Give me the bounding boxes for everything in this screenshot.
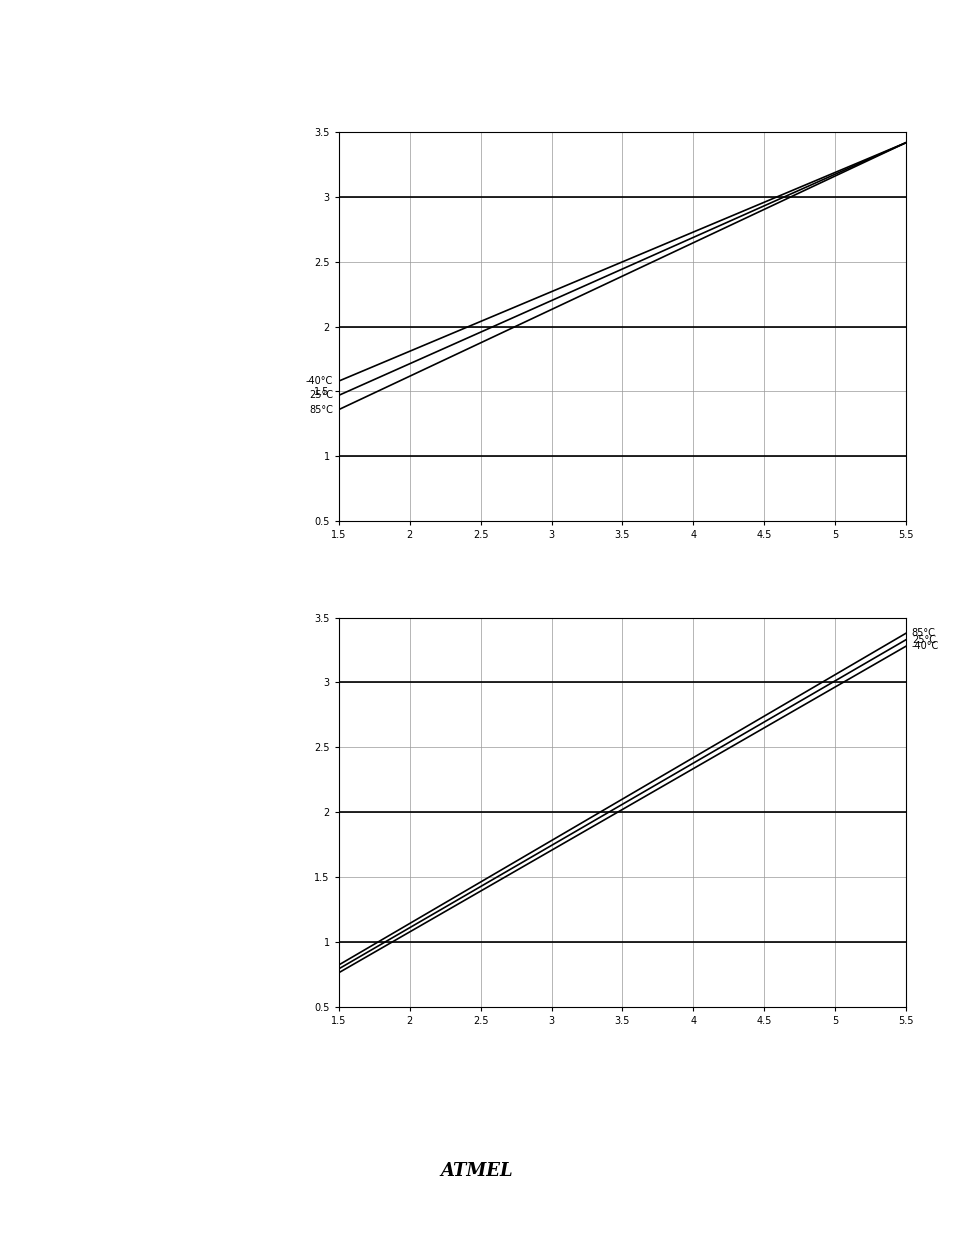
Text: 85°C: 85°C	[911, 629, 935, 638]
Text: 85°C: 85°C	[309, 405, 333, 415]
Text: -40°C: -40°C	[911, 641, 938, 651]
Text: 25°C: 25°C	[911, 635, 935, 645]
Text: 25°C: 25°C	[309, 390, 333, 400]
Text: ATMEL: ATMEL	[440, 1162, 513, 1179]
Text: -40°C: -40°C	[306, 377, 333, 387]
